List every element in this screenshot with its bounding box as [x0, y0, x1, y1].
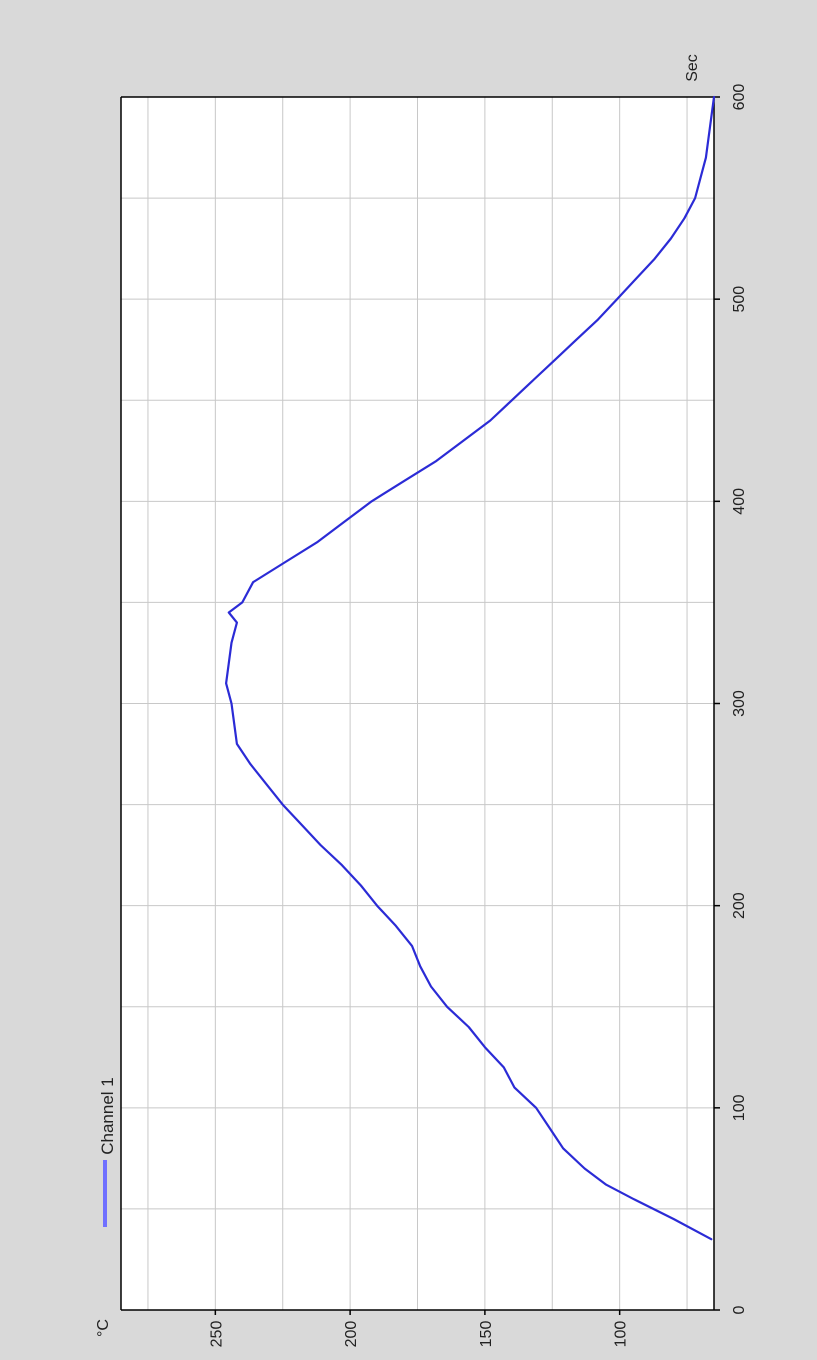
series-layer — [225, 95, 716, 1241]
y-tick-label-250: 250 — [208, 1321, 225, 1348]
x-axis-label: Sec — [684, 54, 701, 82]
tick-label-layer: 0 100 200 300 400 500 600 100 150 200 250 — [208, 84, 748, 1348]
x-tick-label-500: 500 — [731, 286, 748, 313]
y-tick-label-150: 150 — [478, 1321, 495, 1348]
x-tick-label-600: 600 — [731, 84, 748, 111]
series-line-1 — [225, 95, 716, 1241]
y-tick-label-200: 200 — [343, 1321, 360, 1348]
x-tick-label-400: 400 — [731, 488, 748, 515]
y-tick-label-100: 100 — [613, 1321, 630, 1348]
grid-layer — [121, 97, 714, 1310]
y-axis-label: °C — [95, 1319, 112, 1337]
x-tick-label-200: 200 — [731, 892, 748, 919]
x-tick-label-300: 300 — [731, 690, 748, 717]
legend-label: Channel 1 — [98, 1077, 117, 1155]
axis-layer — [120, 96, 720, 1315]
x-tick-label-100: 100 — [731, 1094, 748, 1121]
x-tick-label-0: 0 — [731, 1305, 748, 1314]
legend: Channel 1 — [98, 1077, 117, 1227]
